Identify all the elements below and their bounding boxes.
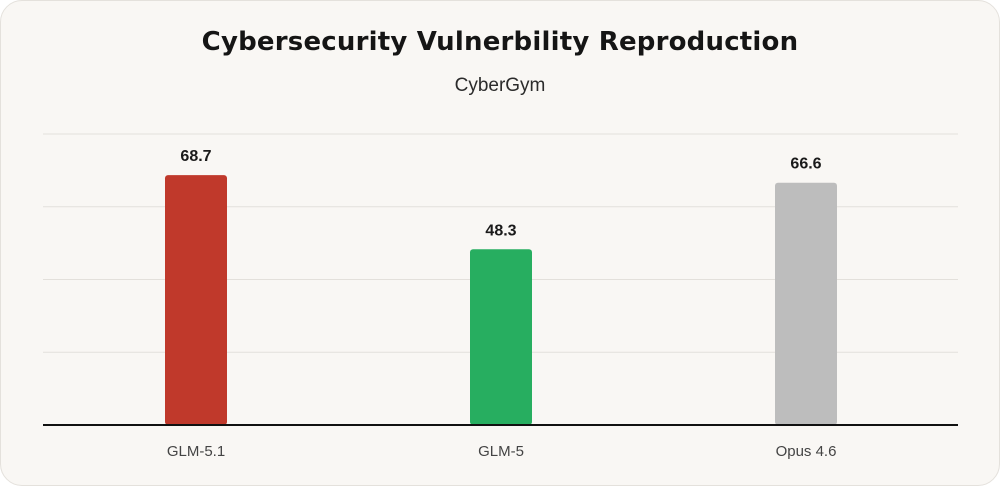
x-tick-label: Opus 4.6 <box>776 443 837 460</box>
bar-value-label: 48.3 <box>485 222 516 239</box>
chart-subtitle: CyberGym <box>454 75 546 96</box>
bar-opus-4-6 <box>775 182 837 425</box>
bar-glm-5 <box>470 249 532 425</box>
x-tick-label: GLM-5.1 <box>167 443 225 460</box>
bar-glm-5-1 <box>165 175 227 425</box>
chart-title: Cybersecurity Vulnerbility Reproduction <box>201 27 799 57</box>
bar-value-labels: 68.7 48.3 66.6 <box>180 148 821 239</box>
x-tick-labels: GLM-5.1 GLM-5 Opus 4.6 <box>167 443 837 460</box>
bars <box>165 175 837 425</box>
x-tick-label: GLM-5 <box>478 443 524 460</box>
bar-value-label: 68.7 <box>180 148 211 165</box>
bar-value-label: 66.6 <box>790 156 821 173</box>
